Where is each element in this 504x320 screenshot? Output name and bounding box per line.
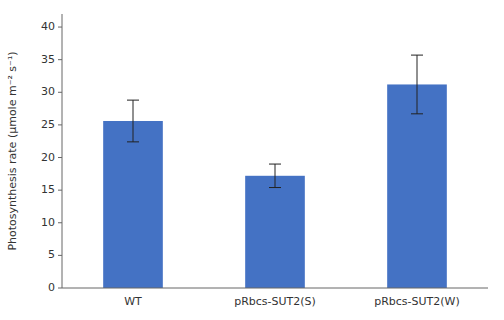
y-tick-label: 35 xyxy=(41,53,55,66)
error-bar xyxy=(269,164,281,187)
chart-svg: 0 5 10 15 20 25 30 35 40 Photosynthesis rate (μmo… xyxy=(0,0,504,320)
y-tick xyxy=(58,27,62,28)
y-tick xyxy=(58,59,62,60)
error-bar xyxy=(127,100,139,142)
y-axis: 0 5 10 15 20 25 30 35 40 xyxy=(41,14,62,294)
x-tick-label: pRbcs-SUT2(W) xyxy=(374,295,460,308)
plot-area xyxy=(103,55,447,288)
x-axis: WT pRbcs-SUT2(S) pRbcs-SUT2(W) xyxy=(62,288,488,308)
y-tick xyxy=(58,157,62,158)
error-stem xyxy=(417,55,418,114)
error-cap xyxy=(127,100,139,101)
bar xyxy=(387,84,447,288)
y-tick xyxy=(58,288,62,289)
error-bar xyxy=(411,55,423,114)
y-tick-label: 40 xyxy=(41,20,55,33)
y-axis-line xyxy=(62,14,63,288)
y-tick-label: 10 xyxy=(41,216,55,229)
x-axis-line xyxy=(62,288,488,289)
y-tick xyxy=(58,124,62,125)
error-stem xyxy=(275,164,276,187)
y-tick xyxy=(58,190,62,191)
y-tick xyxy=(58,222,62,223)
y-axis-title: Photosynthesis rate (μmole m⁻² s⁻¹) xyxy=(6,51,19,250)
y-tick-label: 0 xyxy=(48,281,55,294)
y-tick-label: 25 xyxy=(41,118,55,131)
x-tick-label: pRbcs-SUT2(S) xyxy=(234,295,316,308)
bar xyxy=(103,121,163,288)
x-tick-label: WT xyxy=(124,295,142,308)
y-tick xyxy=(58,92,62,93)
y-tick-label: 15 xyxy=(41,183,55,196)
y-tick-label: 20 xyxy=(41,151,55,164)
bar xyxy=(245,176,305,288)
error-cap xyxy=(269,164,281,165)
error-stem xyxy=(133,100,134,142)
error-cap xyxy=(127,141,139,142)
page: {"chart_data": {"type": "bar", "categori… xyxy=(0,0,504,320)
error-cap xyxy=(269,187,281,188)
error-cap xyxy=(411,55,423,56)
y-tick xyxy=(58,255,62,256)
y-tick-label: 5 xyxy=(48,248,55,261)
chart-container: 0 5 10 15 20 25 30 35 40 Photosynthesis rate (μmo… xyxy=(0,0,504,320)
y-tick-label: 30 xyxy=(41,85,55,98)
error-cap xyxy=(411,113,423,114)
